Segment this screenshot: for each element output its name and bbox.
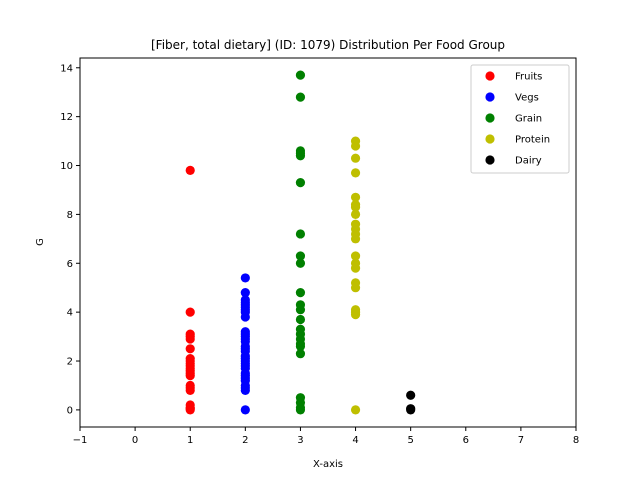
- data-point-grain-11: [295, 305, 306, 315]
- legend-label-dairy: Dairy: [515, 156, 542, 167]
- legend-marker-dairy: [485, 155, 495, 165]
- data-point-protein-20: [350, 405, 361, 415]
- y-tick-label-5: 10: [60, 161, 73, 172]
- data-point-grain-6: [295, 229, 306, 239]
- data-point-grain-18: [295, 349, 306, 359]
- chart-title: [Fiber, total dietary] (ID: 1079) Distri…: [151, 38, 505, 52]
- data-point-fruits-4: [185, 334, 195, 344]
- data-point-protein-14: [350, 263, 361, 273]
- data-point-vegs-8: [240, 312, 250, 322]
- data-point-protein-4: [350, 192, 361, 202]
- data-point-dairy-0: [406, 390, 416, 400]
- data-point-fruits-13: [185, 371, 195, 381]
- data-point-grain-0: [295, 70, 306, 80]
- data-point-protein-7: [350, 209, 361, 219]
- data-point-grain-1: [295, 92, 306, 102]
- y-tick-label-0: 0: [67, 405, 73, 416]
- y-axis-label: G: [35, 238, 46, 246]
- data-point-grain-17: [295, 341, 306, 351]
- x-tick-label-8: 7: [518, 435, 524, 446]
- data-point-protein-12: [350, 251, 361, 261]
- data-point-fruits-5: [185, 344, 195, 354]
- x-tick-label-9: 8: [573, 435, 579, 446]
- x-tick-label-2: 1: [187, 435, 193, 446]
- y-tick-label-3: 6: [67, 259, 73, 270]
- x-tick-label-6: 5: [407, 435, 413, 446]
- data-point-vegs-29: [240, 385, 250, 395]
- legend-marker-fruits: [485, 71, 495, 81]
- data-point-grain-22: [295, 405, 306, 415]
- legend-label-protein: Protein: [515, 135, 550, 146]
- data-point-grain-12: [295, 314, 306, 325]
- data-point-fruits-1: [185, 307, 195, 317]
- legend-marker-grain: [485, 113, 495, 123]
- y-tick-label-7: 14: [60, 63, 73, 74]
- data-point-dairy-2: [406, 405, 416, 415]
- data-point-grain-9: [295, 287, 306, 298]
- data-point-protein-3: [350, 168, 361, 178]
- legend: Fruits Vegs Grain Protein Dairy: [470, 64, 570, 174]
- data-point-vegs-30: [240, 405, 250, 415]
- data-point-grain-5: [295, 178, 306, 188]
- x-tick-label-4: 3: [297, 435, 303, 446]
- y-tick-label-2: 4: [67, 308, 73, 319]
- data-point-grain-4: [295, 151, 306, 161]
- data-point-protein-16: [350, 283, 361, 293]
- data-point-grain-7: [295, 251, 306, 261]
- data-point-protein-1: [350, 141, 361, 151]
- legend-label-vegs: Vegs: [515, 93, 539, 104]
- data-point-protein-11: [350, 234, 361, 244]
- data-point-vegs-1: [240, 287, 250, 298]
- data-point-protein-6: [350, 202, 361, 212]
- data-point-protein-19: [350, 309, 361, 320]
- x-tick-label-5: 4: [352, 435, 358, 446]
- legend-marker-vegs: [485, 92, 495, 102]
- data-point-vegs-0: [240, 273, 250, 283]
- legend-label-fruits: Fruits: [515, 72, 542, 83]
- x-tick-label-7: 6: [463, 435, 469, 446]
- axes-frame: [79, 57, 577, 428]
- data-point-protein-2: [350, 153, 361, 163]
- x-tick-label-1: 0: [132, 435, 138, 446]
- y-tick-label-4: 8: [67, 210, 73, 221]
- data-point-fruits-16: [185, 385, 195, 395]
- legend-marker-protein: [485, 134, 495, 144]
- legend-box: [470, 64, 570, 174]
- data-point-fruits-0: [185, 165, 195, 176]
- y-tick-label-1: 2: [67, 357, 73, 368]
- legend-label-grain: Grain: [515, 114, 542, 125]
- data-point-fruits-20: [185, 405, 195, 415]
- y-tick-label-6: 12: [60, 112, 73, 123]
- x-axis-label: X-axis: [313, 459, 343, 470]
- data-point-grain-8: [295, 258, 306, 268]
- x-tick-label-3: 2: [242, 435, 248, 446]
- x-tick-label-0: −1: [73, 435, 88, 446]
